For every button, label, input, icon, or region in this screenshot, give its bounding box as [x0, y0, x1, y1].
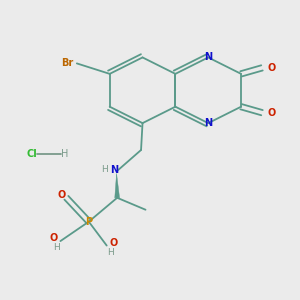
- Text: H: H: [101, 165, 108, 174]
- Text: O: O: [58, 190, 66, 200]
- Text: H: H: [61, 149, 69, 160]
- Text: Cl: Cl: [27, 149, 38, 160]
- Text: N: N: [204, 118, 212, 128]
- Text: N: N: [204, 52, 212, 62]
- Polygon shape: [115, 173, 119, 198]
- Text: H: H: [107, 248, 114, 256]
- Text: N: N: [110, 165, 118, 175]
- Text: O: O: [109, 238, 117, 248]
- Text: H: H: [53, 243, 60, 252]
- Text: O: O: [267, 108, 275, 118]
- Text: O: O: [50, 233, 58, 243]
- Text: P: P: [85, 217, 92, 227]
- Text: Br: Br: [61, 58, 73, 68]
- Text: O: O: [267, 63, 275, 73]
